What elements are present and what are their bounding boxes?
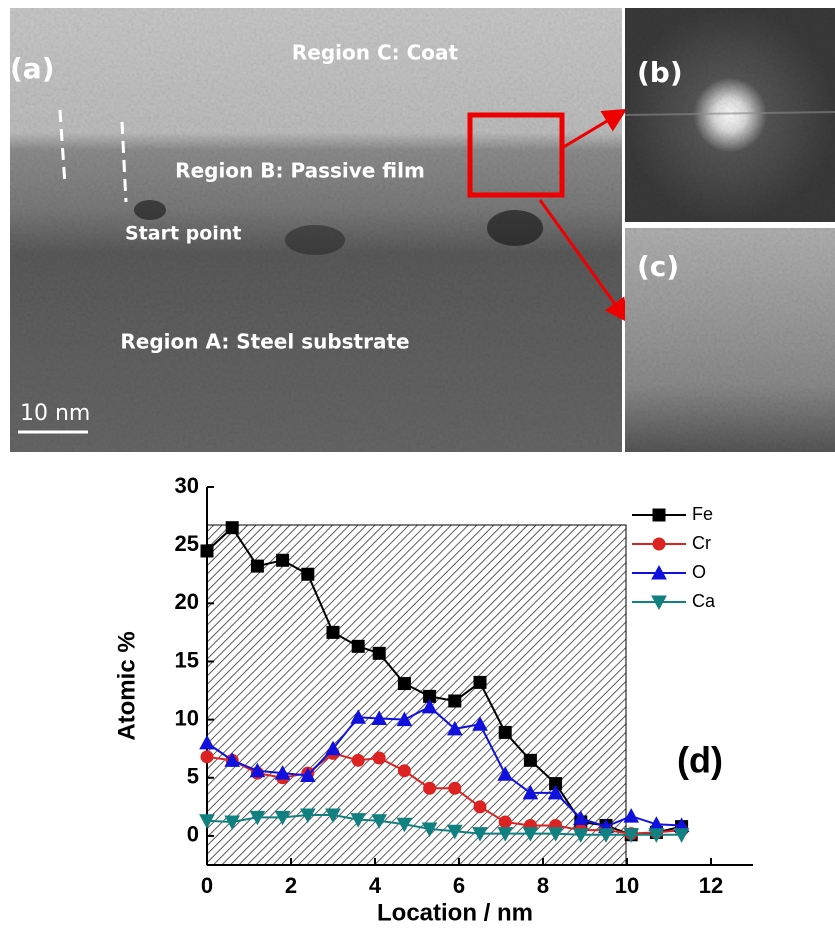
y-tick-label: 0 <box>187 822 199 847</box>
marker <box>302 568 314 580</box>
legend-label: Cr <box>692 533 711 553</box>
marker <box>499 726 511 738</box>
y-tick-label: 5 <box>187 764 199 789</box>
marker <box>352 754 364 766</box>
panel-label: (c) <box>637 250 679 283</box>
marker <box>474 801 486 813</box>
micrograph-c: (c) <box>625 228 835 452</box>
marker <box>499 816 511 828</box>
marker <box>352 640 364 652</box>
annotation: (d) <box>677 740 723 781</box>
y-tick-label: 20 <box>175 589 199 614</box>
scale-bar-label: 10 nm <box>20 401 90 426</box>
marker <box>373 752 385 764</box>
marker <box>449 782 461 794</box>
y-tick-label: 10 <box>175 705 199 730</box>
hatched-region <box>207 525 626 865</box>
x-tick-label: 12 <box>699 873 723 898</box>
marker <box>251 560 263 572</box>
marker <box>424 782 436 794</box>
legend-marker <box>653 509 665 521</box>
x-tick-label: 4 <box>369 873 382 898</box>
marker <box>449 695 461 707</box>
micrograph-a: (a) Region C: Coat Region B: Passive fil… <box>10 8 625 452</box>
marker <box>201 751 213 763</box>
panel-label: (b) <box>637 56 683 89</box>
start-point-label: Start point <box>125 223 241 245</box>
marker <box>373 647 385 659</box>
marker <box>398 765 410 777</box>
legend-label: O <box>692 562 706 582</box>
x-tick-label: 0 <box>201 873 213 898</box>
legend-label: Fe <box>692 504 713 524</box>
y-tick-label: 25 <box>175 531 199 556</box>
x-tick-label: 6 <box>453 873 465 898</box>
chart: 0 5 10 15 20 25 30 0 2 4 6 8 10 12 Location / nm Atomic… <box>113 473 753 927</box>
panel-label: (a) <box>10 52 55 85</box>
marker <box>277 554 289 566</box>
region-label: Region B: Passive film <box>175 159 425 183</box>
region-label: Region A: Steel substrate <box>120 330 409 354</box>
y-tick-label: 30 <box>175 473 199 498</box>
marker <box>524 754 536 766</box>
micrograph-b: (b) <box>625 8 835 222</box>
marker <box>474 676 486 688</box>
legend-marker <box>653 538 665 550</box>
legend-label: Ca <box>692 591 716 611</box>
figure: (a) Region C: Coat Region B: Passive fil… <box>0 0 835 928</box>
y-axis-label: Atomic % <box>113 631 140 740</box>
marker <box>226 522 238 534</box>
x-tick-label: 8 <box>537 873 549 898</box>
marker <box>201 545 213 557</box>
marker <box>327 626 339 638</box>
x-axis-label: Location / nm <box>377 899 533 926</box>
x-tick-label: 2 <box>285 873 297 898</box>
x-tick-label: 10 <box>615 873 639 898</box>
marker <box>398 678 410 690</box>
region-label: Region C: Coat <box>292 41 459 65</box>
y-tick-label: 15 <box>175 647 199 672</box>
